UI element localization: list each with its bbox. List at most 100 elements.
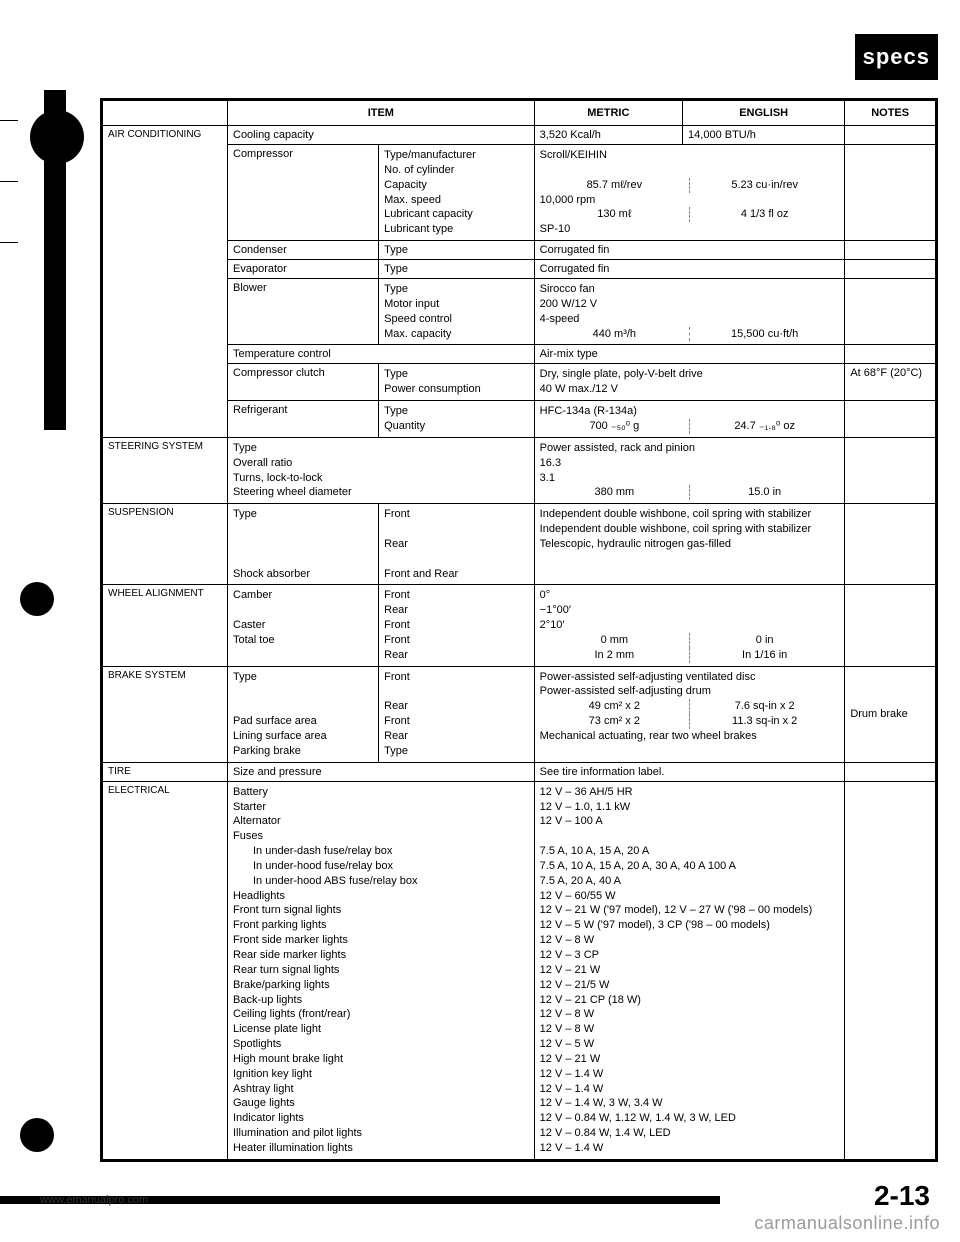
value-span: HFC-134a (R-134a) 700 ₋₅₀⁰ g24.7 ₋₁.₈⁰ o… bbox=[534, 401, 845, 438]
list-value: 7.5 A, 10 A, 15 A, 20 A bbox=[540, 844, 840, 859]
item-label: Cooling capacity bbox=[228, 126, 535, 145]
category-steering: STEERING SYSTEM bbox=[103, 437, 228, 503]
punch-dot bbox=[20, 582, 54, 616]
list-item: Rear turn signal lights bbox=[233, 963, 529, 978]
value-span: Corrugated fin bbox=[534, 241, 845, 260]
list-item: Starter bbox=[233, 800, 529, 815]
item-label: Refrigerant bbox=[228, 401, 379, 438]
list-value: 12 V – 8 W bbox=[540, 1007, 840, 1022]
left-margin-ticks bbox=[0, 120, 18, 303]
item-labels: Camber Caster Total toe bbox=[228, 585, 379, 666]
table-row: SUSPENSION Type Shock absorber Front Rea… bbox=[103, 504, 936, 585]
list-item: Gauge lights bbox=[233, 1096, 529, 1111]
header-english: ENGLISH bbox=[683, 101, 845, 126]
list-value: 12 V – 21 CP (18 W) bbox=[540, 993, 840, 1008]
table-row: AIR CONDITIONING Cooling capacity 3,520 … bbox=[103, 126, 936, 145]
value-span: Power-assisted self-adjusting ventilated… bbox=[534, 666, 845, 762]
note: Drum brake bbox=[845, 666, 936, 762]
value-metric: 3,520 Kcal/h bbox=[534, 126, 682, 145]
list-value: 12 V – 0.84 W, 1.12 W, 1.4 W, 3 W, LED bbox=[540, 1111, 840, 1126]
electrical-values: 12 V – 36 AH/5 HR12 V – 1.0, 1.1 kW12 V … bbox=[534, 781, 845, 1159]
value-span: Independent double wishbone, coil spring… bbox=[534, 504, 845, 585]
spec-table: ITEM METRIC ENGLISH NOTES AIR CONDITIONI… bbox=[102, 100, 936, 1160]
sub-labels: Type Power consumption bbox=[379, 364, 535, 401]
list-value: 12 V – 21 W bbox=[540, 1052, 840, 1067]
list-value: 7.5 A, 20 A, 40 A bbox=[540, 874, 840, 889]
item-label: Size and pressure bbox=[228, 762, 535, 781]
table-row: WHEEL ALIGNMENT Camber Caster Total toe … bbox=[103, 585, 936, 666]
list-value: 12 V – 5 W ('97 model), 3 CP ('98 – 00 m… bbox=[540, 918, 840, 933]
list-item: Front turn signal lights bbox=[233, 903, 529, 918]
list-item: Rear side marker lights bbox=[233, 948, 529, 963]
list-item: In under-hood ABS fuse/relay box bbox=[233, 874, 529, 889]
item-label: Compressor clutch bbox=[228, 364, 379, 401]
item-label: Temperature control bbox=[228, 345, 535, 364]
watermark: carmanualsonline.info bbox=[754, 1213, 940, 1234]
list-item: License plate light bbox=[233, 1022, 529, 1037]
item-labels: Type Shock absorber bbox=[228, 504, 379, 585]
sub-labels: Type/manufacturer No. of cylinder Capaci… bbox=[379, 145, 535, 241]
category-brake: BRAKE SYSTEM bbox=[103, 666, 228, 762]
sub-labels: Type Motor input Speed control Max. capa… bbox=[379, 279, 535, 345]
footer-url: www.emanualpro.com bbox=[40, 1194, 148, 1206]
list-value: 12 V – 21 W ('97 model), 12 V – 27 W ('9… bbox=[540, 903, 840, 918]
value-span: Dry, single plate, poly-V-belt drive 40 … bbox=[534, 364, 845, 401]
item-label: Evaporator bbox=[228, 260, 379, 279]
value-english: 14,000 BTU/h bbox=[683, 126, 845, 145]
list-item: In under-dash fuse/relay box bbox=[233, 844, 529, 859]
category-wheel: WHEEL ALIGNMENT bbox=[103, 585, 228, 666]
header-metric: METRIC bbox=[534, 101, 682, 126]
table-row: ELECTRICAL BatteryStarterAlternatorFuses… bbox=[103, 781, 936, 1159]
value-span: Scroll/KEIHIN 85.7 mℓ/rev5.23 cu·in/rev … bbox=[534, 145, 845, 241]
item-labels: Type Overall ratio Turns, lock-to-lock S… bbox=[228, 437, 535, 503]
sub-labels: Front Rear Front Front Rear bbox=[379, 585, 535, 666]
list-value: 12 V – 0.84 W, 1.4 W, LED bbox=[540, 1126, 840, 1141]
table-row: STEERING SYSTEM Type Overall ratio Turns… bbox=[103, 437, 936, 503]
item-label: Compressor bbox=[228, 145, 379, 241]
list-item: Alternator bbox=[233, 814, 529, 829]
table-row: TIRE Size and pressure See tire informat… bbox=[103, 762, 936, 781]
list-value: 12 V – 100 A bbox=[540, 814, 840, 829]
header-notes: NOTES bbox=[845, 101, 936, 126]
list-value: 12 V – 36 AH/5 HR bbox=[540, 785, 840, 800]
list-value: 12 V – 1.4 W, 3 W, 3.4 W bbox=[540, 1096, 840, 1111]
list-item: Ceiling lights (front/rear) bbox=[233, 1007, 529, 1022]
list-item: Headlights bbox=[233, 889, 529, 904]
category-suspension: SUSPENSION bbox=[103, 504, 228, 585]
sub-label: Type bbox=[379, 260, 535, 279]
list-value: 12 V – 21 W bbox=[540, 963, 840, 978]
sub-label: Type bbox=[379, 241, 535, 260]
list-value: 12 V – 1.4 W bbox=[540, 1082, 840, 1097]
list-item: Heater illumination lights bbox=[233, 1141, 529, 1156]
value-span: Air-mix type bbox=[534, 345, 845, 364]
header-item: ITEM bbox=[228, 101, 535, 126]
list-item: Indicator lights bbox=[233, 1111, 529, 1126]
list-item: Spotlights bbox=[233, 1037, 529, 1052]
table-row: Compressor clutch Type Power consumption… bbox=[103, 364, 936, 401]
value-span: See tire information label. bbox=[534, 762, 845, 781]
table-row: Temperature control Air-mix type bbox=[103, 345, 936, 364]
list-value: 12 V – 8 W bbox=[540, 1022, 840, 1037]
list-item: Battery bbox=[233, 785, 529, 800]
list-value: 12 V – 1.4 W bbox=[540, 1067, 840, 1082]
category-ac: AIR CONDITIONING bbox=[103, 126, 228, 438]
note: At 68°F (20°C) bbox=[845, 364, 936, 401]
list-value: 12 V – 8 W bbox=[540, 933, 840, 948]
header-row: ITEM METRIC ENGLISH NOTES bbox=[103, 101, 936, 126]
table-row: Evaporator Type Corrugated fin bbox=[103, 260, 936, 279]
specs-badge: specs bbox=[855, 34, 938, 80]
electrical-items: BatteryStarterAlternatorFusesIn under-da… bbox=[228, 781, 535, 1159]
list-value: 12 V – 1.4 W bbox=[540, 1141, 840, 1156]
list-value: 7.5 A, 10 A, 15 A, 20 A, 30 A, 40 A 100 … bbox=[540, 859, 840, 874]
category-tire: TIRE bbox=[103, 762, 228, 781]
list-value bbox=[540, 829, 840, 844]
item-label: Condenser bbox=[228, 241, 379, 260]
value-span: Power assisted, rack and pinion 16.3 3.1… bbox=[534, 437, 845, 503]
list-item: Front parking lights bbox=[233, 918, 529, 933]
list-item: Ignition key light bbox=[233, 1067, 529, 1082]
punch-dot bbox=[20, 1118, 54, 1152]
list-value: 12 V – 1.0, 1.1 kW bbox=[540, 800, 840, 815]
list-item: Brake/parking lights bbox=[233, 978, 529, 993]
sub-labels: Front Rear Front and Rear bbox=[379, 504, 535, 585]
list-item: Fuses bbox=[233, 829, 529, 844]
